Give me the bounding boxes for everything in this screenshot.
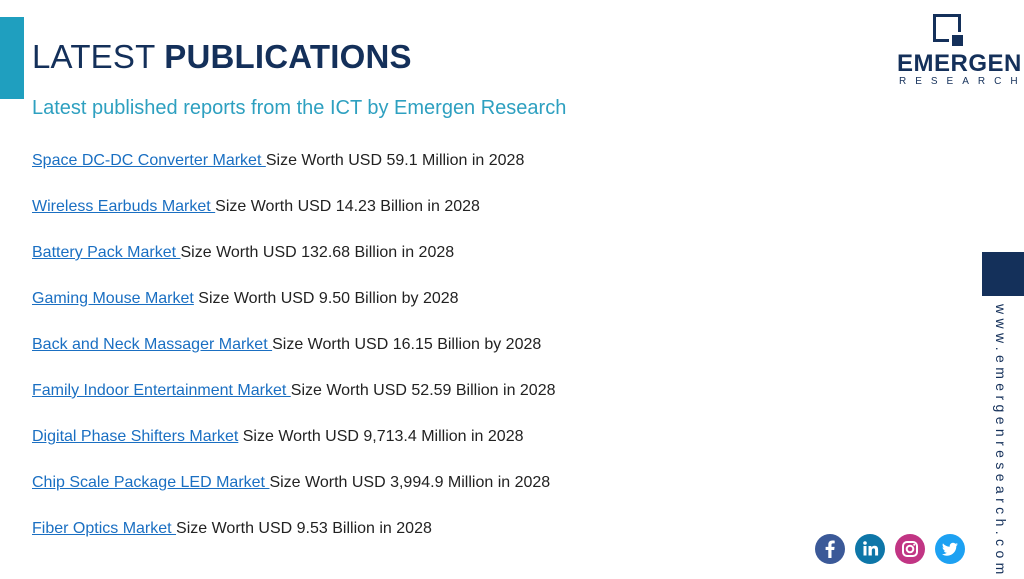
publication-size: Size Worth USD 9.50 Billion by 2028 — [193, 290, 459, 307]
publication-link[interactable]: Chip Scale Package LED Market — [32, 474, 270, 491]
logo-mark-icon — [933, 14, 961, 42]
publication-size: Size Worth USD 3,994.9 Million in 2028 — [269, 474, 551, 491]
publication-link[interactable]: Battery Pack Market — [32, 244, 181, 261]
publication-link[interactable]: Wireless Earbuds Market — [32, 198, 216, 215]
logo-name: EMERGEN — [897, 50, 1022, 77]
publication-size: Size Worth USD 16.15 Billion by 2028 — [272, 336, 542, 353]
list-item: Gaming Mouse Market Size Worth USD 9.50 … — [32, 288, 556, 334]
list-item: Back and Neck Massager Market Size Worth… — [32, 334, 556, 380]
publication-list: Space DC-DC Converter Market Size Worth … — [32, 150, 556, 564]
publication-size: Size Worth USD 52.59 Billion in 2028 — [290, 382, 556, 399]
page-title: LATEST PUBLICATIONS — [32, 38, 412, 76]
publication-link[interactable]: Fiber Optics Market — [32, 520, 177, 537]
publication-link[interactable]: Gaming Mouse Market — [32, 290, 194, 307]
title-light: LATEST — [32, 38, 155, 75]
emergen-logo: EMERGEN RESEARCH — [895, 14, 1021, 87]
list-item: Digital Phase Shifters Market Size Worth… — [32, 426, 556, 472]
twitter-icon[interactable] — [935, 534, 965, 564]
list-item: Space DC-DC Converter Market Size Worth … — [32, 150, 556, 196]
publication-link[interactable]: Back and Neck Massager Market — [32, 336, 273, 353]
logo-mark-corner — [952, 35, 963, 46]
publication-link[interactable]: Family Indoor Entertainment Market — [32, 382, 291, 399]
publication-size: Size Worth USD 14.23 Billion in 2028 — [215, 198, 480, 215]
list-item: Family Indoor Entertainment Market Size … — [32, 380, 556, 426]
publication-link[interactable]: Digital Phase Shifters Market — [32, 428, 239, 445]
accent-bar — [0, 17, 24, 99]
list-item: Wireless Earbuds Market Size Worth USD 1… — [32, 196, 556, 242]
instagram-icon[interactable] — [895, 534, 925, 564]
logo-sub: RESEARCH — [899, 76, 1024, 87]
website-url[interactable]: www.emergenresearch.com — [993, 304, 1009, 579]
publication-link[interactable]: Space DC-DC Converter Market — [32, 152, 266, 169]
side-accent-box — [982, 252, 1024, 296]
publication-size: Size Worth USD 9.53 Billion in 2028 — [176, 520, 432, 537]
publication-size: Size Worth USD 9,713.4 Million in 2028 — [238, 428, 524, 445]
list-item: Chip Scale Package LED Market Size Worth… — [32, 472, 556, 518]
list-item: Battery Pack Market Size Worth USD 132.6… — [32, 242, 556, 288]
title-bold: PUBLICATIONS — [164, 38, 412, 75]
publication-size: Size Worth USD 59.1 Million in 2028 — [265, 152, 525, 169]
publication-size: Size Worth USD 132.68 Billion in 2028 — [180, 244, 455, 261]
list-item: Fiber Optics Market Size Worth USD 9.53 … — [32, 518, 556, 564]
linkedin-icon[interactable] — [855, 534, 885, 564]
facebook-icon[interactable] — [815, 534, 845, 564]
page-subtitle: Latest published reports from the ICT by… — [32, 97, 567, 119]
